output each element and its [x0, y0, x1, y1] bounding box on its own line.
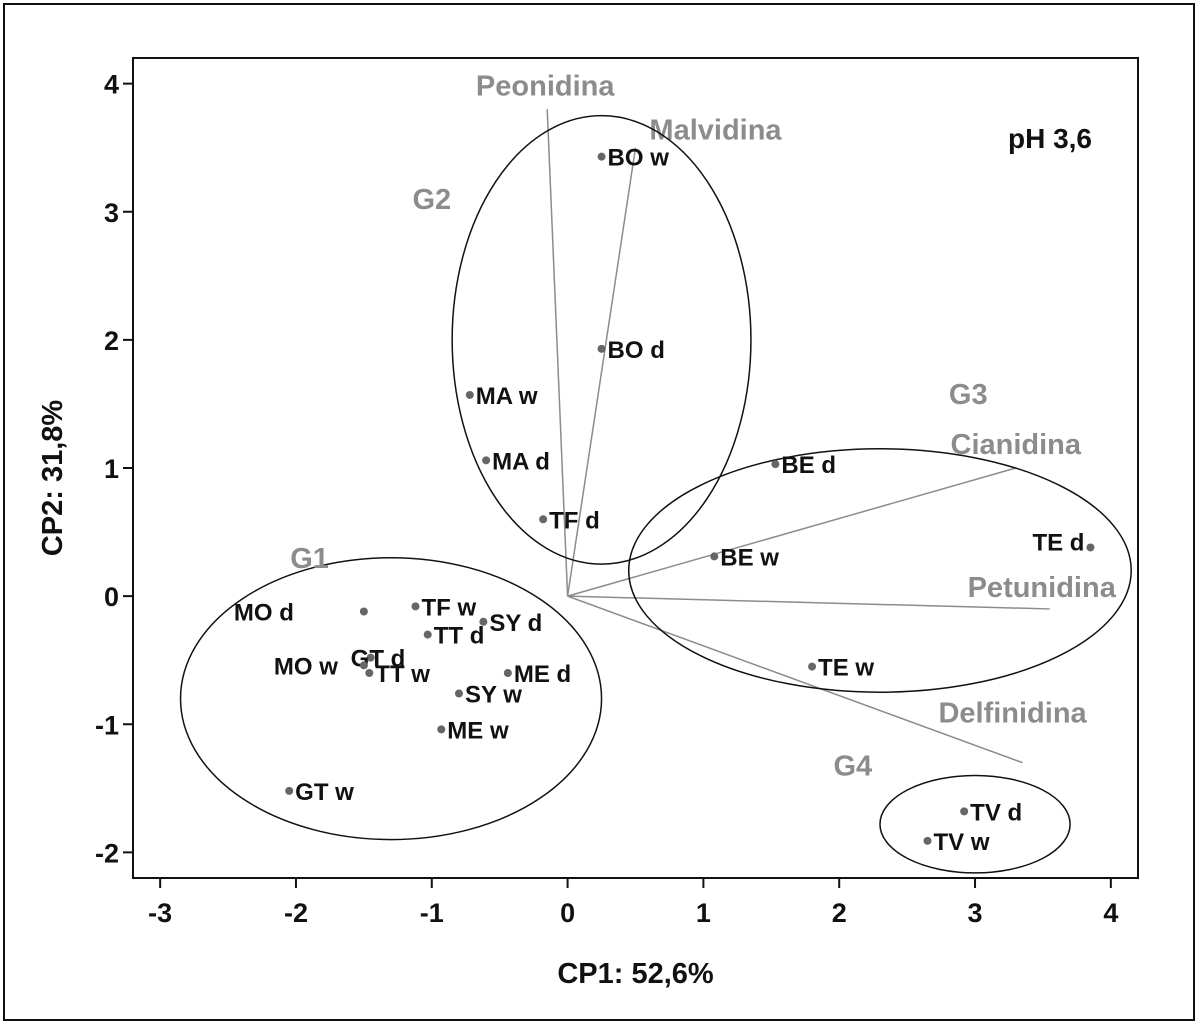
- point-ma-d: [482, 456, 491, 465]
- point-ma-w: [465, 390, 474, 399]
- point-label-bo-d: BO d: [608, 337, 665, 364]
- x-tick-label: 1: [696, 898, 711, 928]
- point-label-mo-d: MO d: [234, 600, 294, 627]
- x-tick-label: 4: [1103, 898, 1118, 928]
- vector-delfinidina: [567, 595, 1023, 764]
- x-tick-label: -1: [420, 898, 444, 928]
- point-sy-w: [454, 689, 463, 698]
- point-bo-d: [597, 344, 606, 353]
- vector-label-malvidina: Malvidina: [649, 115, 782, 147]
- point-me-d: [503, 669, 512, 677]
- point-mo-d: [359, 607, 368, 616]
- point-gt-w: [285, 786, 294, 795]
- sample-points: BO w BO d MA w MA d TF d BE d BE w TE d TE w TV d…: [234, 145, 1095, 856]
- point-mo-w: [359, 661, 368, 670]
- point-sy-d: [479, 617, 488, 626]
- x-axis-label: CP1: 52,6%: [557, 958, 714, 990]
- x-tick-label: 2: [832, 898, 847, 928]
- vector-label-peonidina: Peonidina: [476, 70, 615, 102]
- point-te-w: [808, 662, 817, 671]
- group-ellipses: G1 G2 G3 G4: [179, 114, 1132, 874]
- point-tt-w: [365, 669, 374, 677]
- point-be-w: [710, 552, 719, 561]
- vector-label-delfinidina: Delfinidina: [938, 698, 1087, 730]
- y-tick-label: 0: [104, 582, 119, 612]
- point-label-tt-w: TT w: [375, 661, 430, 688]
- x-tick-label: 0: [560, 898, 575, 928]
- ph-annotation: pH 3,6: [1008, 123, 1092, 154]
- point-label-tt-d: TT d: [434, 623, 485, 650]
- point-label-sy-d: SY d: [489, 610, 542, 637]
- x-tick-label: 3: [968, 898, 983, 928]
- point-tf-d: [539, 515, 548, 524]
- vector-petunidina: [567, 595, 1050, 610]
- point-label-tv-d: TV d: [970, 799, 1022, 826]
- point-label-ma-w: MA w: [476, 383, 538, 410]
- figure-frame: [3, 3, 1195, 1021]
- y-tick-label: 1: [104, 454, 119, 484]
- point-tv-d: [960, 807, 969, 816]
- point-label-te-d: TE d: [1032, 529, 1084, 556]
- point-be-d: [771, 460, 780, 469]
- group-ellipse-g4: [879, 774, 1071, 874]
- group-label-g3: G3: [949, 379, 988, 411]
- point-gt-d: [366, 653, 375, 662]
- group-label-g1: G1: [290, 543, 329, 575]
- point-label-sy-w: SY w: [465, 682, 522, 709]
- vector-peonidina: [546, 109, 569, 597]
- point-bo-w: [597, 152, 606, 161]
- vector-label-petunidina: Petunidina: [968, 572, 1117, 604]
- group-ellipse-g1: [179, 556, 603, 841]
- y-tick-label: -2: [95, 838, 119, 868]
- point-label-mo-w: MO w: [274, 653, 338, 680]
- point-label-tf-d: TF d: [549, 507, 600, 534]
- y-axis-ticks: -2 -1 0 1 2 3 4: [95, 70, 133, 868]
- vector-malvidina: [566, 147, 637, 597]
- point-label-tv-w: TV w: [933, 829, 989, 856]
- point-tf-w: [411, 602, 420, 611]
- x-tick-label: -2: [284, 898, 308, 928]
- point-te-d: [1086, 543, 1095, 552]
- point-label-be-w: BE w: [720, 544, 779, 571]
- y-tick-label: 2: [104, 326, 119, 356]
- point-label-me-w: ME w: [447, 717, 509, 744]
- group-label-g4: G4: [833, 751, 872, 783]
- point-label-gt-w: GT w: [295, 779, 354, 806]
- y-tick-label: -1: [95, 710, 119, 740]
- y-axis-label: CP2: 31,8%: [37, 400, 69, 557]
- point-tt-d: [423, 630, 432, 639]
- point-label-tf-w: TF w: [421, 594, 476, 621]
- vector-cianidina: [567, 467, 1016, 597]
- point-tv-w: [923, 836, 932, 845]
- vector-label-cianidina: Cianidina: [951, 429, 1082, 461]
- x-axis-ticks: -3 -2 -1 0 1 2 3 4: [148, 878, 1118, 928]
- point-label-be-d: BE d: [781, 452, 836, 479]
- y-tick-label: 4: [104, 70, 119, 100]
- group-label-g2: G2: [412, 184, 451, 216]
- group-ellipse-g2: [451, 114, 752, 565]
- y-tick-label: 3: [104, 198, 119, 228]
- x-tick-label: -3: [148, 898, 172, 928]
- point-label-te-w: TE w: [818, 655, 874, 682]
- loading-vectors: Peonidina Malvidina Cianidina Petunidina Del…: [476, 70, 1117, 764]
- group-ellipse-g3: [627, 448, 1132, 693]
- point-label-ma-d: MA d: [492, 448, 550, 475]
- point-label-bo-w: BO w: [608, 145, 670, 172]
- point-label-gt-d: GT d: [351, 646, 406, 673]
- point-me-w: [437, 725, 446, 734]
- point-label-me-d: ME d: [514, 661, 571, 688]
